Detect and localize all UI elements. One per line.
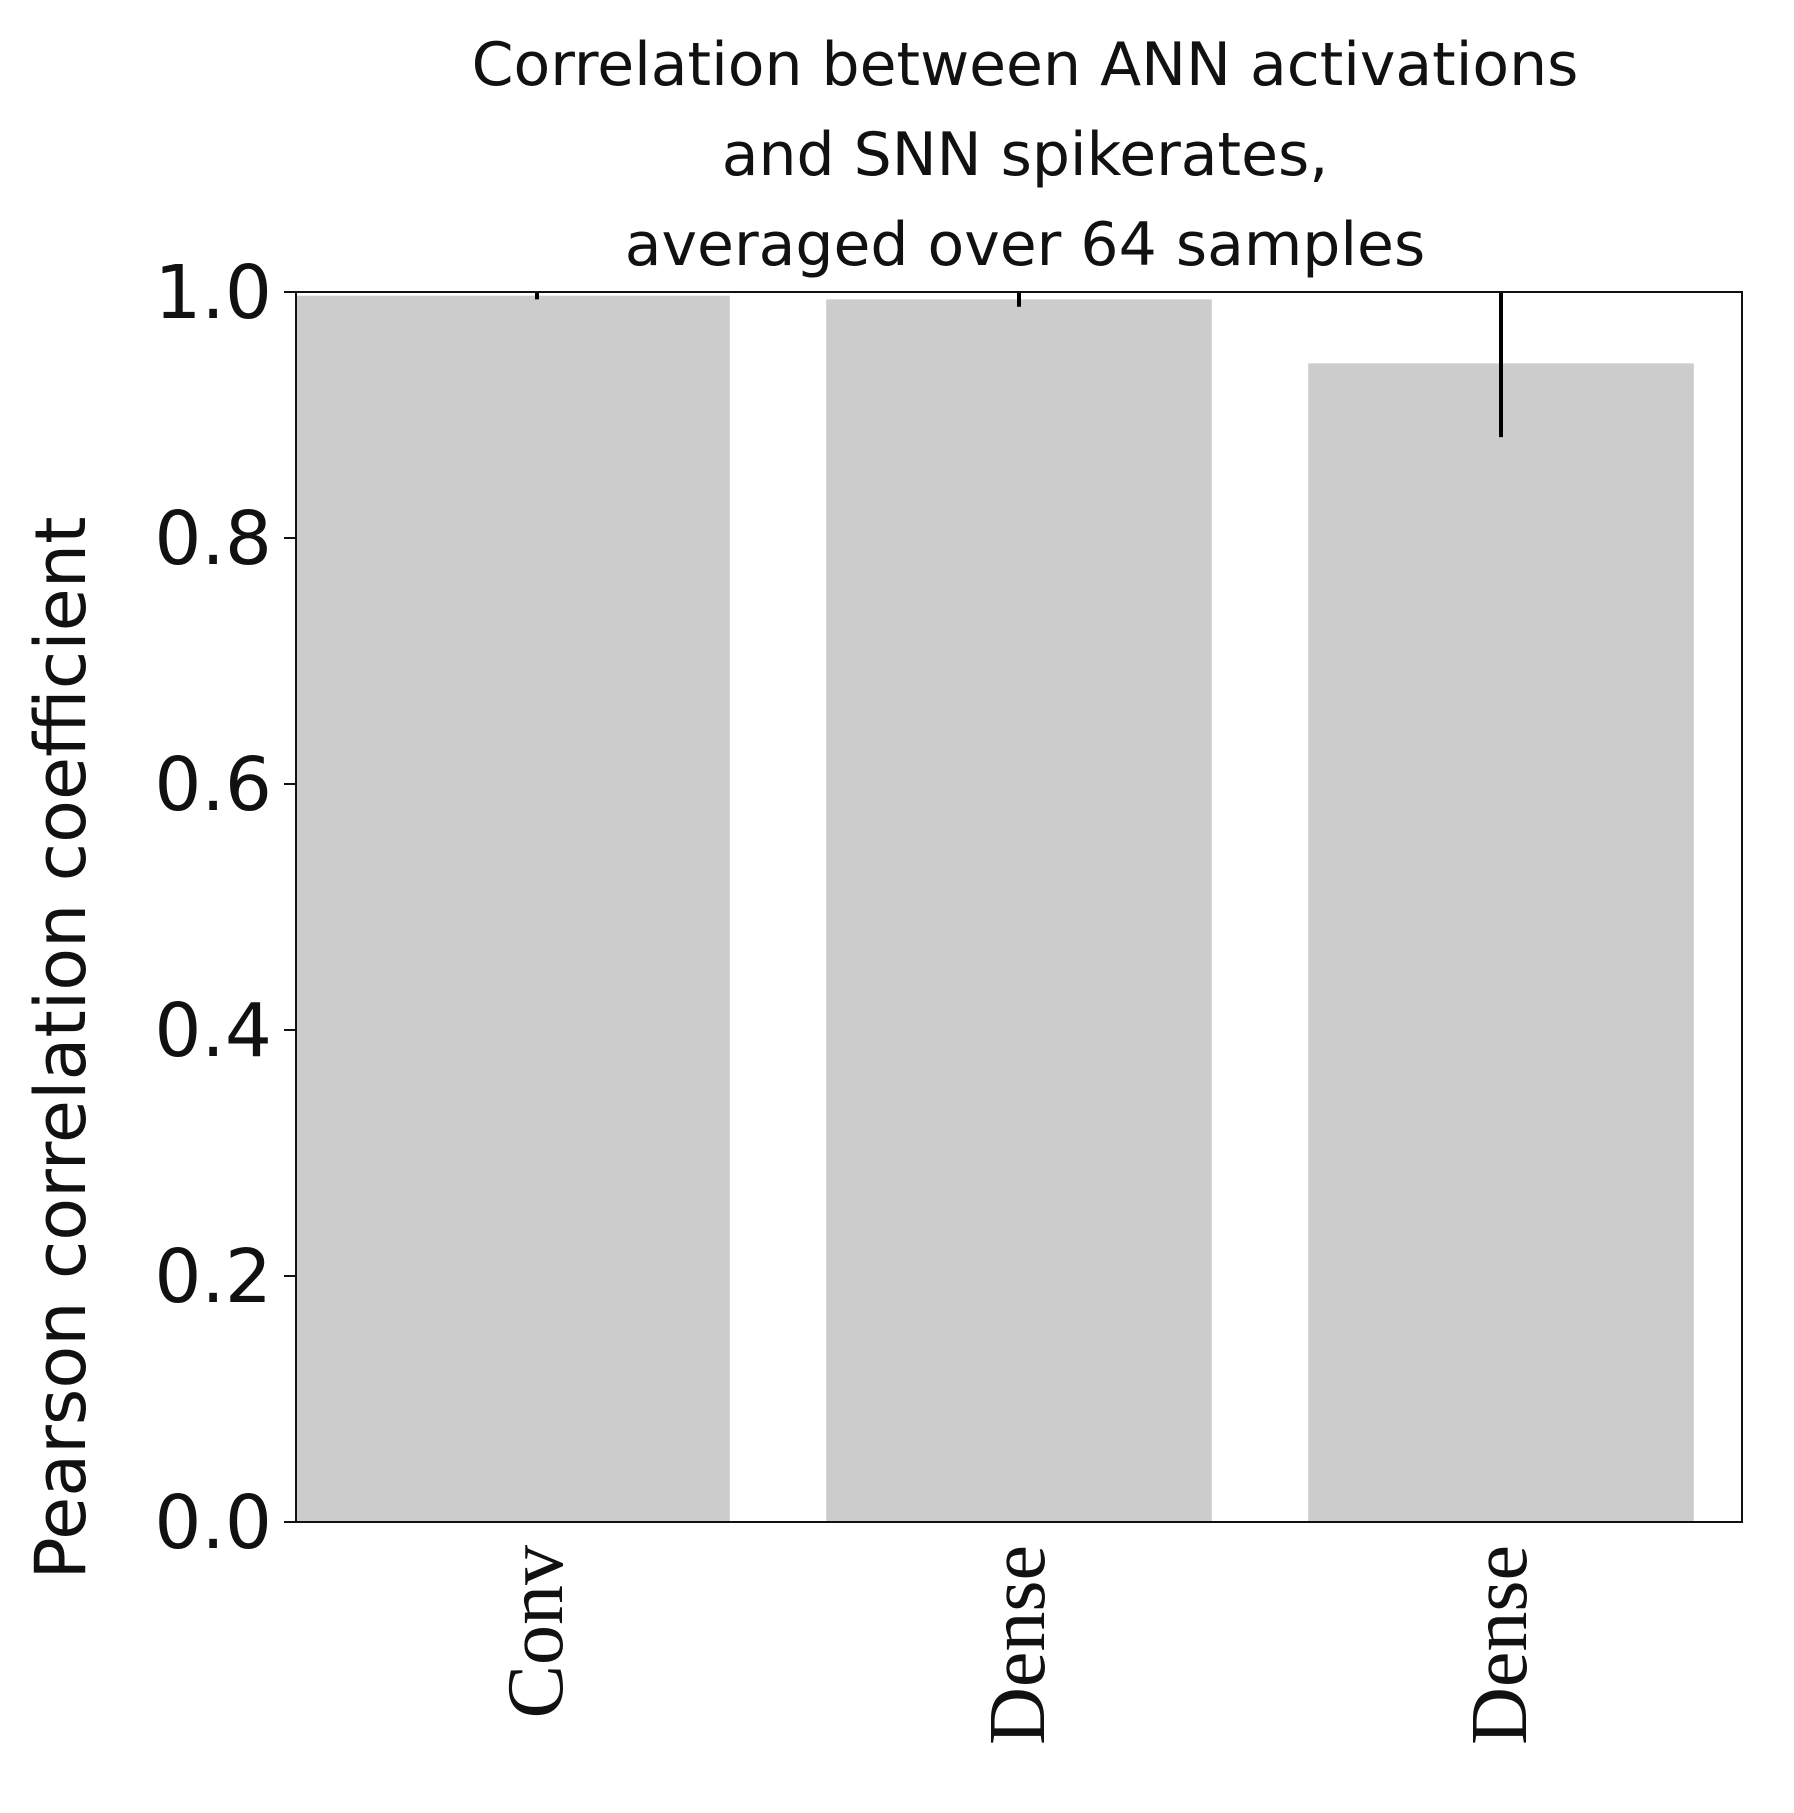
x-tick-label-2: Dense	[1456, 1545, 1544, 1745]
errorbars-group	[535, 292, 1503, 438]
chart-title-line-2: and SNN spikerates,	[722, 120, 1329, 190]
bars-group	[296, 295, 1694, 1523]
chart-title-line-1: Correlation between ANN activations	[472, 30, 1579, 100]
y-tick-label-5: 1.0	[154, 250, 272, 336]
y-axis-ticks: 0.0 0.2 0.4 0.6 0.8 1.0	[154, 250, 296, 1566]
x-tick-label-0: Conv	[492, 1545, 580, 1718]
y-tick-label-2: 0.4	[154, 988, 272, 1074]
bar-1	[826, 299, 1212, 1522]
y-tick-label-0: 0.0	[154, 1480, 272, 1566]
chart-title-line-3: averaged over 64 samples	[625, 210, 1425, 280]
plot-frame	[295, 291, 1743, 1523]
bar-0	[296, 295, 730, 1523]
y-axis-label: Pearson correlation coefficient	[20, 516, 102, 1579]
chart-title: Correlation between ANN activations and …	[472, 30, 1579, 280]
x-tick-label-1: Dense	[974, 1545, 1062, 1745]
x-axis-ticks: Conv Dense Dense	[492, 1545, 1544, 1745]
y-tick-label-3: 0.6	[154, 742, 272, 828]
y-tick-label-1: 0.2	[154, 1234, 272, 1320]
bar-2	[1308, 363, 1694, 1523]
y-tick-label-4: 0.8	[154, 496, 272, 582]
